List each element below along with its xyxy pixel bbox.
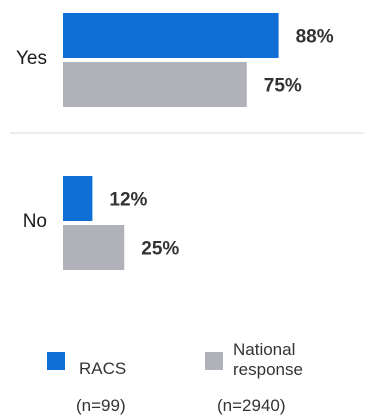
data-label-no-racs: 12%	[109, 190, 147, 211]
legend-label-national-line1: National	[233, 340, 296, 359]
bar-yes-racs	[63, 13, 279, 58]
legend-n-national: (n=2940)	[217, 396, 286, 415]
bar-yes-national	[63, 62, 247, 107]
bar-no-racs	[63, 176, 93, 221]
data-label-no-national: 25%	[141, 239, 179, 260]
legend-label-national-line2: response	[233, 360, 303, 379]
category-label-yes: Yes	[16, 48, 47, 69]
legend-swatch-racs	[47, 352, 65, 370]
legend-swatch-national	[205, 352, 223, 370]
data-label-yes-national: 75%	[264, 76, 302, 97]
category-label-no: No	[23, 211, 47, 232]
legend-label-racs: RACS	[79, 359, 127, 378]
data-label-yes-racs: 88%	[296, 27, 334, 48]
bar-no-national	[63, 225, 125, 270]
legend-n-racs: (n=99)	[76, 396, 126, 415]
